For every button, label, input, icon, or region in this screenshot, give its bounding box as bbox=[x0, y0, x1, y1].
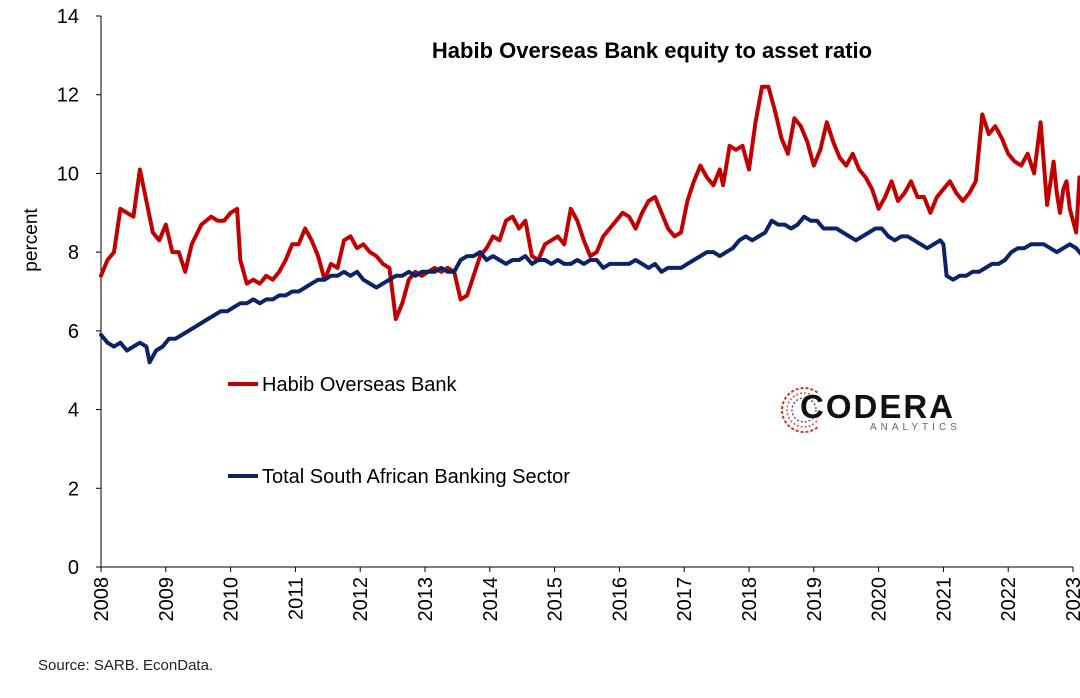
y-tick-label: 8 bbox=[68, 242, 79, 264]
x-tick-label: 2013 bbox=[415, 577, 437, 622]
legend-label-sector: Total South African Banking Sector bbox=[262, 466, 570, 488]
y-tick-label: 6 bbox=[68, 321, 79, 343]
y-axis-label: percent bbox=[21, 208, 42, 272]
codera-logo-mark bbox=[781, 387, 818, 433]
x-tick-label: 2016 bbox=[609, 577, 631, 622]
x-tick-label: 2014 bbox=[480, 577, 502, 622]
x-tick-label: 2010 bbox=[221, 577, 243, 622]
x-tick-label: 2023 bbox=[1063, 577, 1080, 622]
x-tick-label: 2021 bbox=[933, 577, 955, 622]
y-tick-label: 4 bbox=[68, 400, 79, 422]
codera-logo-wordmark: CODERA bbox=[800, 388, 956, 425]
y-tick-label: 10 bbox=[57, 163, 79, 185]
legend-label-habib: Habib Overseas Bank bbox=[262, 374, 458, 396]
x-tick-label: 2008 bbox=[91, 577, 113, 622]
x-tick-label: 2017 bbox=[674, 577, 696, 622]
series-line-habib bbox=[99, 84, 1080, 321]
x-tick-label: 2019 bbox=[804, 577, 826, 622]
y-tick-label: 14 bbox=[57, 6, 79, 28]
x-tick-label: 2022 bbox=[998, 577, 1020, 622]
x-tick-label: 2012 bbox=[350, 577, 372, 622]
codera-logo-tagline: ANALYTICS bbox=[870, 422, 961, 433]
y-tick-label: 0 bbox=[68, 557, 79, 579]
x-tick-label: 2015 bbox=[545, 577, 567, 622]
x-tick-label: 2009 bbox=[156, 577, 178, 622]
y-tick-label: 12 bbox=[57, 85, 79, 107]
x-tick-label: 2011 bbox=[285, 577, 307, 620]
series-line-sector bbox=[99, 214, 1080, 365]
x-tick-label: 2020 bbox=[869, 577, 891, 622]
chart-title: Habib Overseas Bank equity to asset rati… bbox=[432, 38, 872, 63]
source-note: Source: SARB. EconData. bbox=[38, 657, 214, 674]
series-layer bbox=[99, 84, 1080, 365]
y-tick-label: 2 bbox=[68, 478, 79, 500]
legend: Habib Overseas Bank Total South African … bbox=[228, 374, 570, 488]
chart-axes: 0 2 4 6 8 10 12 14 2008 2009 2010 2011 2012 2013 2014 2… bbox=[57, 6, 1080, 622]
x-tick-label: 2018 bbox=[739, 577, 761, 622]
codera-logo: CODERA ANALYTICS bbox=[778, 380, 988, 440]
